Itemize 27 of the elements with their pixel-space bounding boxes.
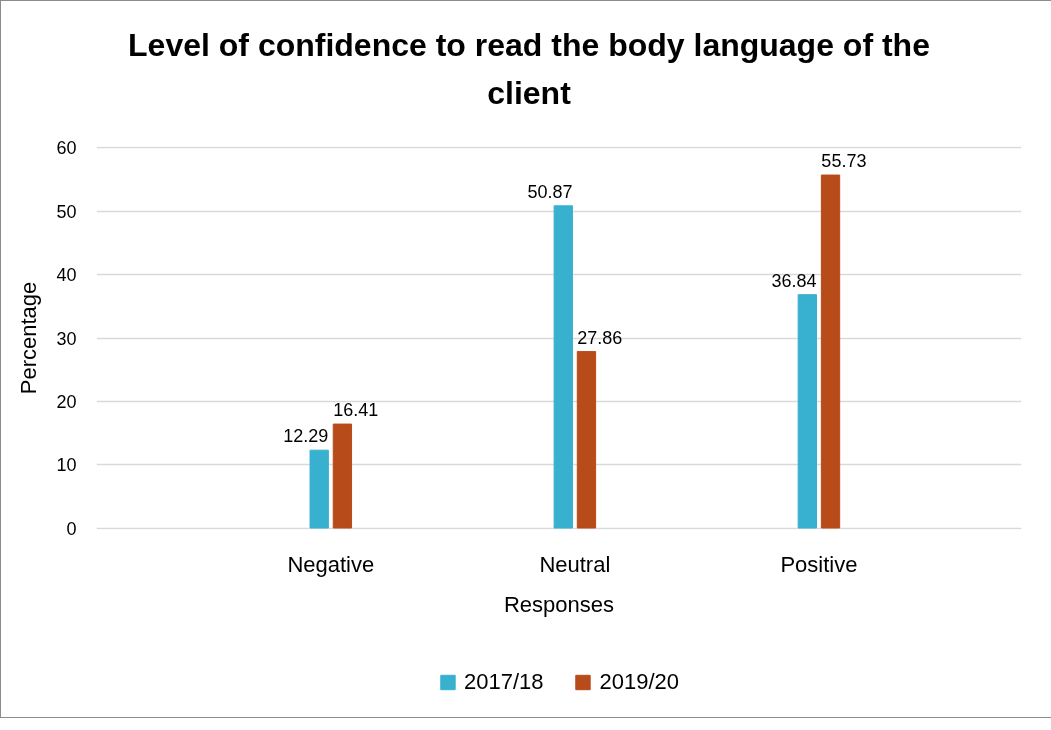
y-tick-label: 0 <box>66 518 77 539</box>
data-label: 27.86 <box>577 327 623 348</box>
chart-title: Level of confidence to read the body language of the client <box>127 26 931 113</box>
legend-label: 2017/18 <box>463 669 544 695</box>
y-tick-label: 20 <box>56 391 77 412</box>
data-label: 50.87 <box>527 181 573 202</box>
x-axis-title: Responses <box>503 591 615 617</box>
bar <box>797 294 817 529</box>
y-tick-label: 50 <box>56 201 77 222</box>
legend-label: 2019/20 <box>599 669 680 695</box>
bar <box>332 423 353 529</box>
bar <box>576 351 597 529</box>
y-tick-label: 30 <box>56 328 77 349</box>
bar <box>820 174 841 529</box>
bar <box>309 449 329 529</box>
y-tick-label: 10 <box>56 455 77 476</box>
data-label: 36.84 <box>771 270 817 291</box>
y-tick-label: 60 <box>56 138 77 159</box>
data-label: 55.73 <box>821 151 867 172</box>
x-tick-label: Negative <box>287 551 375 577</box>
bar <box>553 205 573 529</box>
y-axis-title: Percentage <box>16 281 42 395</box>
data-label: 16.41 <box>333 400 379 421</box>
x-tick-label: Positive <box>780 551 858 577</box>
y-tick-label: 40 <box>56 265 77 286</box>
x-tick-label: Neutral <box>539 551 611 577</box>
data-label: 12.29 <box>283 426 329 447</box>
